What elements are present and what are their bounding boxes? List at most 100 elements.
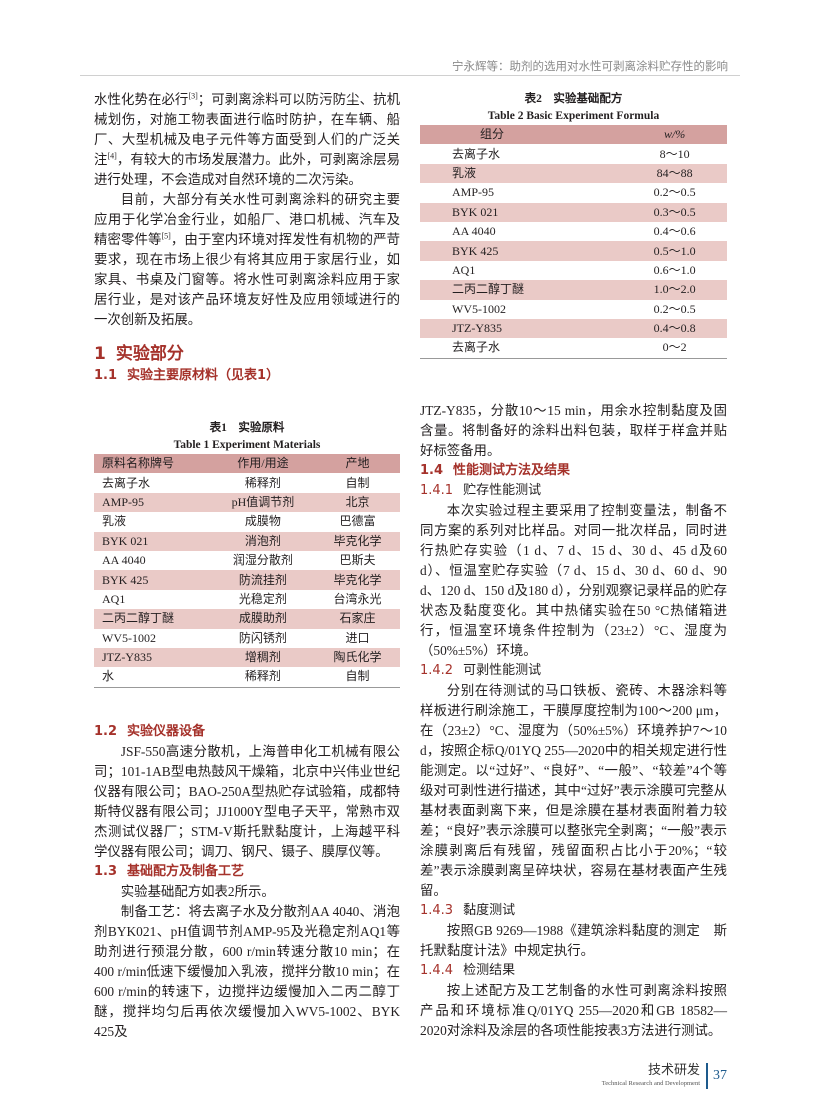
table-caption-cn: 表1 实验原料 bbox=[209, 422, 285, 434]
table-cell: 进口 bbox=[345, 630, 370, 645]
table-header-row: 组分 w/% bbox=[420, 125, 727, 145]
table-cell: 0.5～1.0 bbox=[653, 243, 696, 258]
table-cell: BYK 425 bbox=[102, 572, 149, 587]
table-cell: 0.3～0.5 bbox=[653, 204, 696, 219]
table-1: 表1 实验原料 Table 1 Experiment Materials 原料名… bbox=[94, 420, 400, 688]
page-number: 37 bbox=[713, 1067, 727, 1083]
citation[interactable]: [3] bbox=[188, 91, 198, 101]
text: 目前，大部分有关水性可剥离涂料的研究主要应用于化学冶金行业，如船厂、港口机械、汽… bbox=[94, 192, 400, 247]
table-cell: pH值调节剂 bbox=[231, 494, 295, 509]
table-cell: AA 4040 bbox=[102, 553, 146, 568]
table-row: AMP-95 pH值调节剂 北京 bbox=[94, 492, 400, 513]
table-cell: 巴斯夫 bbox=[339, 553, 376, 568]
citation[interactable]: [4] bbox=[107, 151, 117, 161]
table-cell: 自制 bbox=[345, 669, 370, 684]
section-title: 基础配方及制备工艺 bbox=[127, 863, 245, 879]
section-title: 贮存性能测试 bbox=[463, 482, 542, 498]
formula-table: 组分 w/% 去离子水 8～10 乳液 84～88 AMP-95 0.2～0.5 BYK 0… bbox=[420, 125, 727, 359]
paragraph: 实验基础配方如表2所示。 bbox=[120, 883, 275, 899]
table-cell: 二丙二醇丁醚 bbox=[452, 282, 525, 297]
section-title: 实验部分 bbox=[115, 344, 184, 364]
section-heading-1-2: 1.2 实验仪器设备 bbox=[94, 722, 400, 742]
column-header: w/% bbox=[663, 127, 686, 142]
footer-section-cn: 技术研发 bbox=[647, 1063, 700, 1079]
table-row: 二丙二醇丁醚 1.0～2.0 bbox=[420, 280, 727, 300]
table-cell: BYK 021 bbox=[452, 204, 499, 219]
left-column-bottom: 1.2 实验仪器设备 JSF-550高速分散机，上海普申化工机械有限公司；101-… bbox=[94, 722, 400, 1042]
table-caption-cn: 表2 实验基础配方 bbox=[524, 93, 623, 105]
table-cell: 84～88 bbox=[656, 165, 693, 180]
footer: 技术研发 Technical Research and Development … bbox=[420, 1062, 727, 1089]
text: ，由于室内环境对挥发性有机物的严苛要求，现在市场上很少有将其应用于家居行业，如家… bbox=[94, 232, 401, 327]
table-row: AA 4040 0.4～0.6 bbox=[420, 222, 727, 241]
header-rule bbox=[80, 75, 740, 76]
table-cell: 水 bbox=[102, 669, 115, 684]
section-number: 1.2 bbox=[94, 723, 118, 739]
table-cell: 巴德富 bbox=[339, 514, 376, 529]
table-cell: 毕克化学 bbox=[333, 572, 382, 587]
table-row: 去离子水 0～2 bbox=[420, 338, 727, 358]
table-cell: 0.4～0.8 bbox=[653, 321, 696, 336]
table-cell: 乳液 bbox=[452, 165, 477, 180]
paragraph: 分别在待测试的马口铁板、瓷砖、木器涂料等样板进行刷涂施工，干膜厚度控制为100～… bbox=[420, 682, 727, 898]
paragraph: 按照GB 9269—1988《建筑涂料黏度的测定 斯托默黏度计法》中规定执行。 bbox=[420, 922, 727, 958]
table-row: AA 4040 润湿分散剂 巴斯夫 bbox=[94, 551, 400, 570]
table-cell: 润湿分散剂 bbox=[232, 553, 293, 568]
section-title: 检测结果 bbox=[463, 962, 516, 978]
table-cell: 稀释剂 bbox=[244, 475, 281, 490]
section-title: 实验仪器设备 bbox=[127, 723, 206, 739]
footer-text: 技术研发 Technical Research and Development bbox=[602, 1063, 700, 1088]
table-cell: JTZ-Y835 bbox=[452, 321, 502, 336]
footer-divider bbox=[706, 1062, 708, 1089]
table-row: WV5-1002 防闪锈剂 进口 bbox=[94, 629, 400, 648]
left-column-top: 水性化势在必行[3]；可剥离涂料可以防污防尘、抗机械划伤，对施工物表面进行临时防… bbox=[94, 90, 400, 386]
table-cell: 8～10 bbox=[659, 146, 690, 161]
table-cell: 去离子水 bbox=[102, 475, 151, 490]
table-row: 乳液 84～88 bbox=[420, 163, 727, 184]
table-cell: 稀释剂 bbox=[244, 669, 281, 684]
table-cell: 光稳定剂 bbox=[238, 591, 287, 606]
table-cell: 乳液 bbox=[102, 514, 127, 529]
section-number: 1.4.3 bbox=[420, 902, 454, 918]
section-number: 1 bbox=[94, 344, 106, 364]
section-heading-1-4: 1.4 性能测试方法及结果 bbox=[420, 461, 727, 481]
table-row: BYK 425 防流挂剂 毕克化学 bbox=[94, 570, 400, 590]
table-cell: 0.6～1.0 bbox=[653, 262, 696, 277]
right-column: 表2 实验基础配方 Table 2 Basic Experiment Formu… bbox=[420, 91, 727, 1089]
table-cell: 防流挂剂 bbox=[238, 572, 287, 587]
table-cell: 二丙二醇丁醚 bbox=[102, 611, 175, 626]
right-column-text: JTZ-Y835，分散10～15 min，用余水控制黏度及固含量。将制备好的涂料… bbox=[420, 401, 727, 1041]
paragraph: 水性化势在必行[3]；可剥离涂料可以防污防尘、抗机械划伤，对施工物表面进行临时防… bbox=[94, 90, 400, 190]
table-row: BYK 425 0.5～1.0 bbox=[420, 241, 727, 261]
table-row: 水 稀释剂 自制 bbox=[94, 667, 400, 687]
section-number: 1.1 bbox=[94, 368, 118, 383]
table-row: 二丙二醇丁醚 成膜助剂 石家庄 bbox=[94, 609, 400, 629]
table-cell: 石家庄 bbox=[339, 611, 376, 626]
table-cell: AQ1 bbox=[452, 262, 476, 277]
table-row: 去离子水 稀释剂 自制 bbox=[94, 473, 400, 492]
table-cell: AMP-95 bbox=[102, 494, 145, 509]
table-row: AQ1 光稳定剂 台湾永光 bbox=[94, 590, 400, 609]
citation[interactable]: [5] bbox=[161, 231, 171, 241]
running-head: 宁永辉等：助剂的选用对水性可剥离涂料贮存性的影响 bbox=[452, 59, 728, 73]
text: ；可剥离涂料可以防污防尘、抗机械划伤，对施工物表面进行临时防护，在车辆、船厂、大… bbox=[94, 92, 401, 167]
table-row: 乳液 成膜物 巴德富 bbox=[94, 512, 400, 531]
table-cell: 消泡剂 bbox=[244, 533, 281, 548]
table-cell: WV5-1002 bbox=[102, 630, 156, 645]
table-cell: JTZ-Y835 bbox=[102, 650, 152, 665]
section-heading-1-3: 1.3 基础配方及制备工艺 bbox=[94, 862, 400, 882]
section-number: 1.4.1 bbox=[420, 482, 454, 498]
table-cell: AQ1 bbox=[102, 591, 126, 606]
column-header: 作用/用途 bbox=[237, 456, 289, 471]
section-heading-1-4-1: 1.4.1 贮存性能测试 bbox=[420, 481, 727, 501]
table-cell: 成膜物 bbox=[244, 514, 281, 529]
table-caption-en: Table 2 Basic Experiment Formula bbox=[487, 110, 660, 122]
table-cell: 陶氏化学 bbox=[333, 650, 382, 665]
paragraph: 按上述配方及工艺制备的水性可剥离涂料按照产品和环境标准Q/01YQ 255—20… bbox=[420, 982, 727, 1038]
text: 水性化势在必行 bbox=[94, 92, 189, 107]
column-header: 原料名称牌号 bbox=[102, 456, 175, 471]
table-row: JTZ-Y835 增稠剂 陶氏化学 bbox=[94, 647, 400, 668]
table-cell: 去离子水 bbox=[452, 340, 501, 355]
table-row: AMP-95 0.2～0.5 bbox=[420, 183, 727, 202]
table-cell: 0.2～0.5 bbox=[653, 301, 696, 316]
